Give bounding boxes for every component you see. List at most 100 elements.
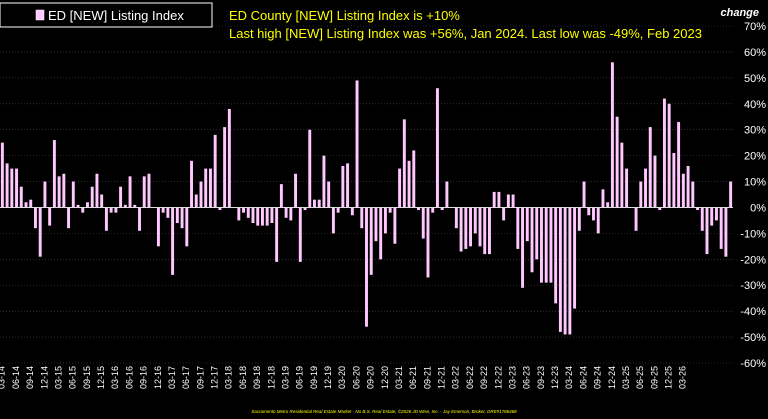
- legend-swatch: [35, 9, 45, 21]
- bar: [175, 207, 179, 224]
- bar: [71, 181, 75, 208]
- bar: [710, 207, 714, 226]
- bar: [431, 207, 435, 213]
- bar: [114, 207, 118, 213]
- x-tick-label: 09-25: [649, 366, 659, 389]
- bar: [615, 116, 619, 208]
- bar: [714, 207, 718, 221]
- x-tick-label: 06-15: [68, 366, 78, 389]
- x-tick-label: 03-26: [678, 366, 688, 389]
- x-tick-label: 06-19: [295, 366, 305, 389]
- bar: [256, 207, 260, 226]
- x-tick-label: 12-24: [607, 366, 617, 389]
- x-tick-label: 06-17: [181, 366, 191, 389]
- x-axis-ticks: 03-14 06-14 09-14 12-14 03-15 06-15 09-15 12-15…: [0, 366, 688, 389]
- bar: [19, 186, 23, 208]
- x-tick-label: 09-14: [25, 366, 35, 389]
- x-tick-label: 09-18: [252, 366, 262, 389]
- x-tick-label: 03-23: [507, 366, 517, 389]
- bar: [161, 207, 165, 213]
- bar: [696, 207, 699, 211]
- x-tick-label: 06-23: [522, 366, 532, 389]
- bar: [156, 207, 160, 247]
- bar: [10, 168, 14, 208]
- y-axis-ticks: 70% 60% 50% 40% 30% 20% 10% 0% -10% -20% -30% -40% -…: [740, 21, 766, 370]
- bar: [544, 207, 548, 283]
- x-tick-label: 12-19: [323, 366, 333, 389]
- bar: [417, 207, 420, 211]
- bar: [279, 184, 283, 208]
- x-tick-label: 12-16: [153, 366, 163, 389]
- x-tick-label: 03-21: [394, 366, 404, 389]
- bar: [487, 207, 491, 255]
- bar: [270, 207, 274, 224]
- bar: [426, 207, 430, 278]
- x-tick-label: 12-17: [210, 366, 220, 389]
- x-tick-label: 06-25: [635, 366, 645, 389]
- x-tick-label: 06-16: [124, 366, 134, 389]
- bar: [398, 168, 402, 208]
- bar: [171, 207, 175, 275]
- bar: [634, 207, 638, 231]
- bar: [540, 207, 543, 283]
- bar: [34, 207, 37, 229]
- bar: [237, 207, 241, 221]
- x-tick-label: 06-24: [578, 366, 588, 389]
- bar: [700, 207, 704, 231]
- bar: [587, 207, 591, 216]
- bar: [223, 127, 227, 208]
- bar: [383, 207, 387, 234]
- x-tick-label: 03-15: [53, 366, 63, 389]
- y-tick-label: 70%: [744, 21, 766, 33]
- x-tick-label: 03-18: [224, 366, 234, 389]
- bar: [289, 207, 293, 221]
- bar: [625, 168, 629, 208]
- x-tick-label: 09-22: [479, 366, 489, 389]
- bar: [478, 207, 482, 247]
- bar: [440, 207, 444, 211]
- y-tick-label: 40%: [744, 99, 766, 111]
- x-tick-label: 09-21: [422, 366, 432, 389]
- x-tick-label: 12-21: [437, 366, 447, 389]
- bar: [497, 191, 501, 208]
- x-tick-label: 09-24: [593, 366, 603, 389]
- bar: [317, 199, 321, 208]
- bar: [402, 119, 406, 208]
- bar: [298, 207, 302, 262]
- bar: [199, 181, 203, 208]
- y-tick-label: -40%: [740, 306, 766, 318]
- bar: [639, 181, 643, 208]
- bar: [275, 207, 279, 262]
- bar: [568, 207, 572, 335]
- bar: [24, 202, 28, 208]
- bar: [677, 121, 681, 208]
- bars: [0, 62, 733, 335]
- bar: [535, 207, 539, 260]
- y-tick-label: 30%: [744, 125, 766, 137]
- y-tick-label: 20%: [744, 151, 766, 163]
- bar: [86, 202, 89, 208]
- bar: [365, 207, 368, 327]
- bar: [473, 207, 477, 234]
- bar: [592, 207, 595, 221]
- bar: [511, 194, 515, 208]
- legend: ED [NEW] Listing Index: [0, 2, 213, 28]
- bar: [52, 140, 56, 208]
- bar: [393, 207, 397, 244]
- bar: [322, 155, 326, 208]
- bar: [138, 207, 141, 231]
- y-tick-label: 0%: [750, 202, 766, 214]
- y-tick-label: -50%: [740, 332, 766, 344]
- bar: [208, 168, 212, 208]
- bar: [76, 204, 80, 208]
- bar: [142, 176, 146, 208]
- bar: [81, 207, 85, 213]
- bar: [469, 207, 472, 247]
- legend-box: [0, 2, 213, 28]
- x-tick-label: 09-23: [536, 366, 546, 389]
- bar: [48, 207, 52, 226]
- bar: [341, 165, 345, 208]
- x-tick-label: 12-20: [380, 366, 390, 389]
- bar: [601, 189, 605, 208]
